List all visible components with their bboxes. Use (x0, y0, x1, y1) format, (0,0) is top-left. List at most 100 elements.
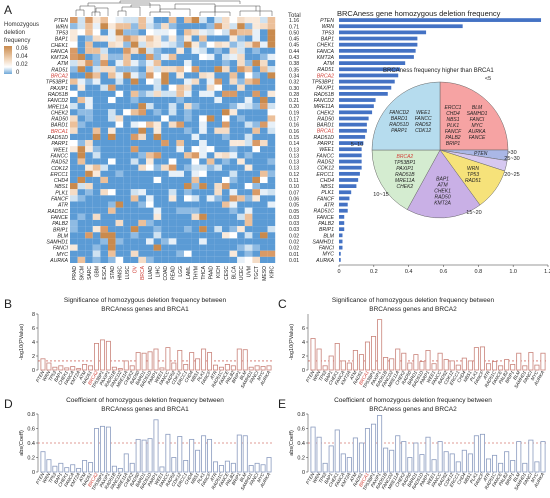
heatmap-cell (161, 35, 169, 42)
heatmap-cell (85, 41, 93, 48)
heatmap-cell (70, 53, 78, 61)
heatmap-cell (237, 146, 245, 153)
hbar-bar (339, 104, 374, 109)
heatmap-row-label: PTEN (54, 18, 68, 24)
y-tick-label: 4 (302, 340, 305, 346)
heatmap-cell (85, 127, 93, 134)
heatmap-cell (199, 115, 207, 122)
x-category-label: NBS1 (462, 472, 473, 485)
heatmap-cell (206, 90, 215, 97)
heatmap-cell (244, 17, 253, 24)
x-category-label: BRIP1 (504, 370, 515, 384)
heatmap-cell (176, 17, 184, 24)
x-category-label: RAD51 (352, 370, 364, 386)
heatmap-cell (146, 256, 154, 263)
heatmap-cell (260, 133, 268, 140)
heatmap-cell (77, 109, 86, 116)
x-category-label: BRIP1 (231, 472, 242, 486)
heatmap-cell (115, 250, 124, 257)
heatmap-cell (161, 140, 169, 147)
heatmap-cell (214, 35, 222, 42)
heatmap-cell (260, 176, 268, 184)
heatmap-cell (237, 35, 245, 42)
heatmap-cell (267, 140, 276, 147)
heatmap-cell (237, 29, 245, 36)
heatmap-cell (222, 103, 230, 110)
x-category-label: RAD52 (164, 370, 176, 386)
heatmap-cell (161, 244, 169, 251)
total-value: 0.43 (289, 55, 299, 61)
heatmap-col-label: STAD (110, 266, 116, 279)
bar (352, 437, 358, 473)
heatmap-cell (130, 23, 139, 30)
heatmap-cell (70, 164, 78, 171)
heatmap-cell (168, 121, 177, 128)
bar (183, 363, 189, 371)
heatmap-cell (199, 226, 207, 233)
heatmap-cell (260, 72, 268, 79)
heatmap-cell (77, 201, 86, 208)
heatmap-cell (100, 60, 108, 67)
heatmap-cell (206, 256, 215, 263)
heatmap-cell (191, 158, 200, 165)
x-category-label: NBS1 (190, 370, 201, 383)
heatmap-cell (77, 72, 86, 79)
heatmap-cell (168, 195, 177, 202)
heatmap-cell (214, 207, 222, 214)
heatmap-cell (100, 78, 108, 85)
heatmap-cell (92, 47, 101, 54)
hbar-category-label: NBS1 (320, 184, 334, 190)
heatmap-col-label: UVM (247, 266, 253, 277)
heatmap-cell (92, 158, 101, 165)
heatmap-cell (199, 90, 207, 97)
heatmap-cell (244, 47, 253, 54)
heatmap-cell (176, 23, 184, 30)
heatmap-cell (100, 72, 108, 79)
heatmap-cell (267, 29, 276, 36)
heatmap-cell (244, 35, 253, 42)
hbar-category-label: FANCD2 (314, 98, 334, 104)
bar (76, 467, 82, 473)
heatmap-cell (100, 183, 108, 190)
heatmap-cell (92, 207, 101, 214)
heatmap-cell (146, 109, 154, 116)
heatmap-cell (70, 189, 78, 196)
heatmap-cell (146, 250, 154, 257)
heatmap-cell (138, 72, 146, 79)
bar (58, 365, 64, 371)
heatmap-cell (199, 140, 207, 147)
heatmap-cell (244, 213, 253, 220)
heatmap-cell (252, 195, 260, 202)
panel-e-title-line1: Coefficient of homozygous deletion frequ… (334, 397, 492, 404)
heatmap-cell (77, 176, 86, 184)
heatmap-cell (130, 17, 139, 24)
heatmap-cell (70, 226, 78, 233)
heatmap-cell (138, 189, 146, 196)
heatmap-row-label: NBS1 (54, 184, 68, 190)
heatmap-cell (252, 219, 260, 227)
hbar-bar (339, 79, 395, 84)
heatmap-cell (199, 183, 207, 190)
x-category-label: WRN (312, 369, 322, 382)
heatmap-cell (77, 66, 86, 73)
heatmap-cell (214, 53, 222, 61)
heatmap-cell (130, 195, 139, 202)
heatmap-cell (92, 164, 101, 171)
heatmap-col-label: SKCM (79, 266, 85, 280)
hbar-bar (339, 202, 348, 207)
heatmap-cell (161, 103, 169, 110)
heatmap-cell (237, 53, 245, 61)
bar (473, 435, 479, 473)
legend-title-line3: frequency (4, 38, 30, 44)
heatmap-cell (214, 164, 222, 171)
heatmap-cell (176, 103, 184, 110)
heatmap-row-label: SAMHD1 (46, 240, 68, 246)
hbar-bar (339, 159, 362, 164)
heatmap-cell (260, 121, 268, 128)
heatmap-cell (130, 152, 139, 159)
x-category-label: RAD52 (437, 370, 449, 386)
bar (310, 426, 316, 473)
heatmap-cell (115, 164, 124, 171)
heatmap-cell (168, 96, 177, 104)
heatmap-cell (146, 232, 154, 239)
